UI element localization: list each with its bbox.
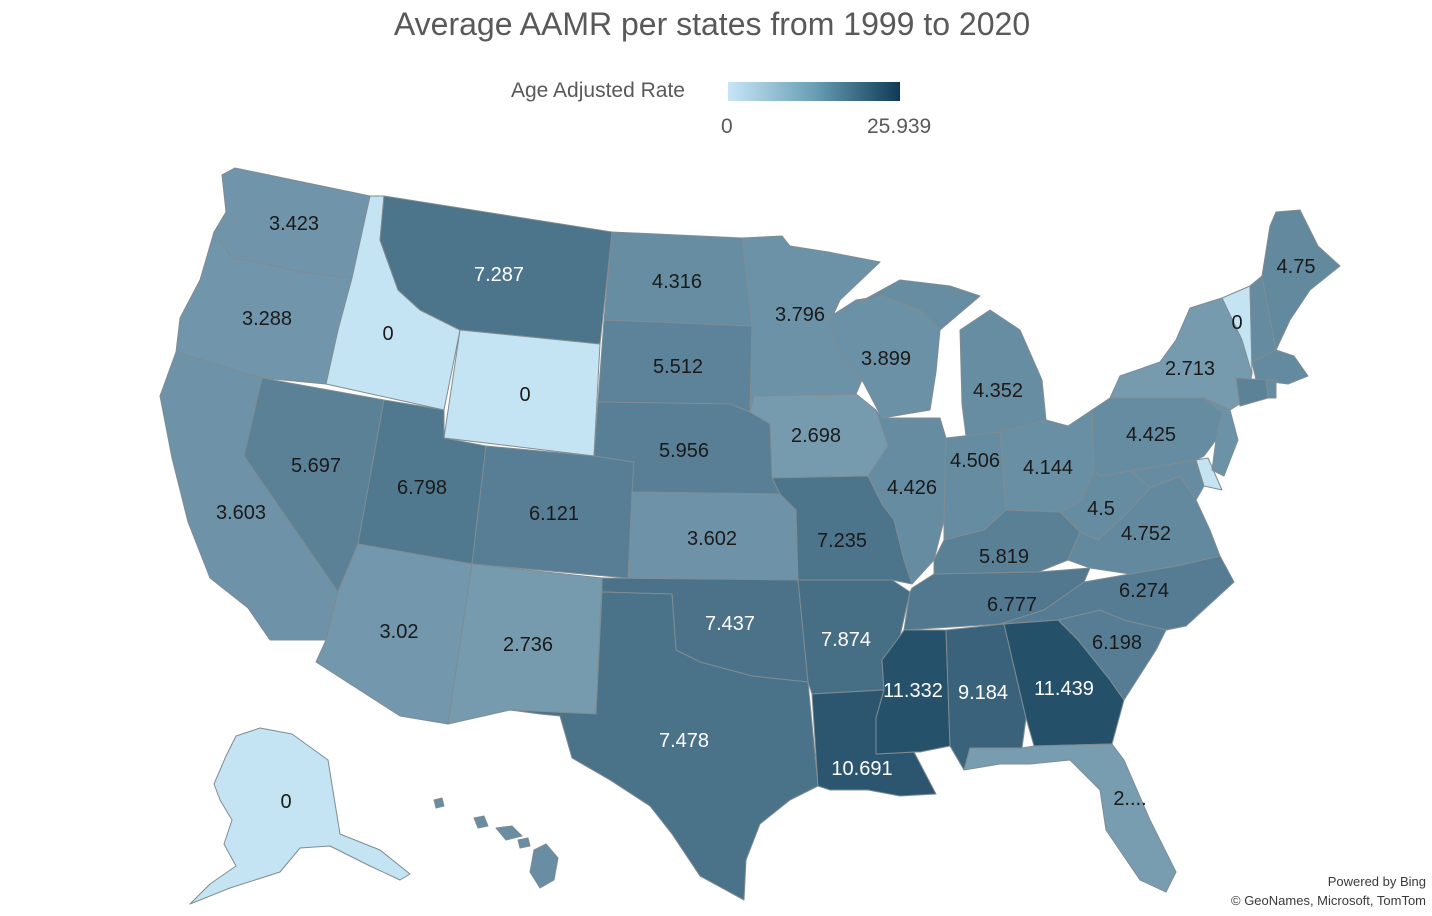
value-label-virginia: 4.752 [1121, 523, 1171, 545]
legend-gradient-bar [728, 82, 900, 101]
value-label-west-virginia: 4.5 [1087, 498, 1115, 520]
state-rhode-island[interactable] [1265, 379, 1277, 399]
map-title: Average AAMR per states from 1999 to 202… [393, 6, 1031, 42]
value-label-wyoming: 0 [519, 384, 530, 406]
value-label-kansas: 3.602 [687, 528, 737, 550]
value-label-california: 3.603 [216, 502, 266, 524]
attribution-powered-by: Powered by Bing [1327, 874, 1426, 889]
state-hawaii[interactable] [433, 797, 559, 889]
value-label-north-carolina: 6.274 [1119, 580, 1169, 602]
value-label-georgia: 11.439 [1034, 678, 1094, 700]
value-label-alaska: 0 [280, 791, 291, 813]
value-label-south-carolina: 6.198 [1092, 632, 1142, 654]
value-label-wisconsin: 3.899 [861, 348, 911, 370]
value-label-new-york: 2.713 [1165, 358, 1215, 380]
value-label-kentucky: 5.819 [979, 546, 1029, 568]
value-label-oregon: 3.288 [242, 308, 292, 330]
value-label-illinois: 4.426 [887, 477, 937, 499]
state-florida[interactable] [963, 743, 1177, 893]
state-connecticut[interactable] [1235, 377, 1269, 407]
value-label-maine: 4.75 [1277, 256, 1316, 278]
value-label-iowa: 2.698 [791, 425, 841, 447]
legend-max-value: 25.939 [867, 115, 932, 138]
value-label-oklahoma: 7.437 [705, 613, 755, 635]
value-label-arizona: 3.02 [380, 621, 419, 643]
value-label-florida: 2.... [1113, 788, 1146, 810]
state-maine[interactable] [1261, 209, 1341, 351]
value-label-north-dakota: 4.316 [652, 271, 702, 293]
state-vermont[interactable] [1221, 285, 1253, 375]
value-label-pennsylvania: 4.425 [1126, 424, 1176, 446]
value-label-mississippi: 11.332 [883, 680, 943, 702]
value-label-michigan: 4.352 [973, 380, 1023, 402]
value-label-new-mexico: 2.736 [503, 634, 553, 656]
value-label-texas: 7.478 [659, 730, 709, 752]
value-label-missouri: 7.235 [817, 530, 867, 552]
value-label-montana: 7.287 [474, 264, 524, 286]
state-delaware[interactable] [1195, 457, 1223, 491]
value-label-indiana: 4.506 [950, 450, 1000, 472]
state-new-jersey[interactable] [1203, 397, 1239, 477]
state-alaska[interactable] [189, 727, 411, 905]
attribution-sources: © GeoNames, Microsoft, TomTom [1231, 893, 1426, 908]
value-label-alabama: 9.184 [958, 682, 1008, 704]
value-label-ohio: 4.144 [1023, 457, 1073, 479]
value-label-utah: 6.798 [397, 477, 447, 499]
value-label-arkansas: 7.874 [821, 629, 871, 651]
legend-min-value: 0 [721, 115, 733, 138]
legend-label: Age Adjusted Rate [511, 79, 685, 102]
value-label-idaho: 0 [382, 323, 393, 345]
value-label-colorado: 6.121 [529, 503, 579, 525]
value-label-nevada: 5.697 [291, 455, 341, 477]
value-label-minnesota: 3.796 [775, 304, 825, 326]
value-label-washington: 3.423 [269, 213, 319, 235]
state-texas[interactable] [509, 591, 819, 901]
value-label-south-dakota: 5.512 [653, 356, 703, 378]
value-label-louisiana: 10.691 [831, 758, 892, 780]
value-label-nebraska: 5.956 [659, 440, 709, 462]
value-label-vermont: 0 [1231, 312, 1242, 334]
value-label-tennessee: 6.777 [987, 594, 1037, 616]
